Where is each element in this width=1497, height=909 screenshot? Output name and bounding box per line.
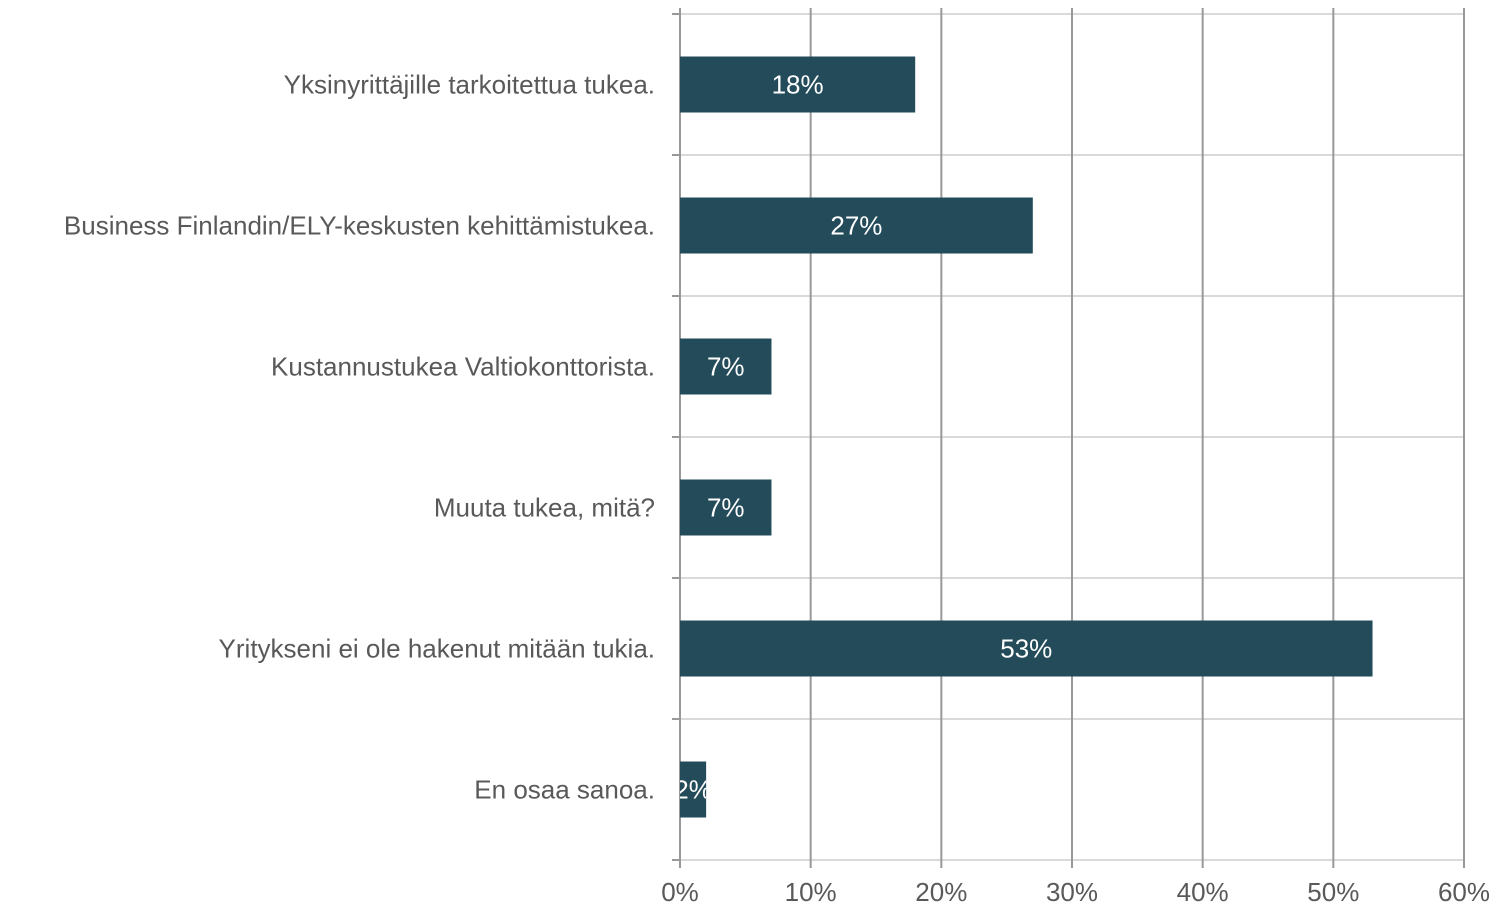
bar: [680, 197, 1033, 254]
category-label: Yritykseni ei ole hakenut mitään tukia.: [219, 633, 655, 663]
category-label: Business Finlandin/ELY-keskusten kehittä…: [64, 210, 655, 240]
bar: [680, 338, 772, 395]
value-label: 7%: [707, 492, 745, 522]
category-label: Kustannustukea Valtiokonttorista.: [271, 351, 655, 381]
bar: [680, 56, 916, 113]
value-label: 27%: [830, 210, 882, 240]
category-label: En osaa sanoa.: [474, 774, 655, 804]
value-label: 18%: [772, 69, 824, 99]
x-tick-label: 0%: [661, 877, 699, 907]
bar: [680, 620, 1373, 677]
category-label: Yksinyrittäjille tarkoitettua tukea.: [284, 69, 655, 99]
x-tick-label: 30%: [1046, 877, 1098, 907]
value-label: 2%: [674, 774, 712, 804]
value-label: 53%: [1000, 633, 1052, 663]
x-tick-label: 10%: [785, 877, 837, 907]
category-label: Muuta tukea, mitä?: [434, 492, 655, 522]
x-tick-label: 20%: [915, 877, 967, 907]
x-tick-label: 40%: [1177, 877, 1229, 907]
x-tick-label: 50%: [1307, 877, 1359, 907]
x-tick-label: 60%: [1438, 877, 1490, 907]
value-label: 7%: [707, 351, 745, 381]
bar: [680, 479, 772, 536]
bar: [680, 761, 707, 818]
